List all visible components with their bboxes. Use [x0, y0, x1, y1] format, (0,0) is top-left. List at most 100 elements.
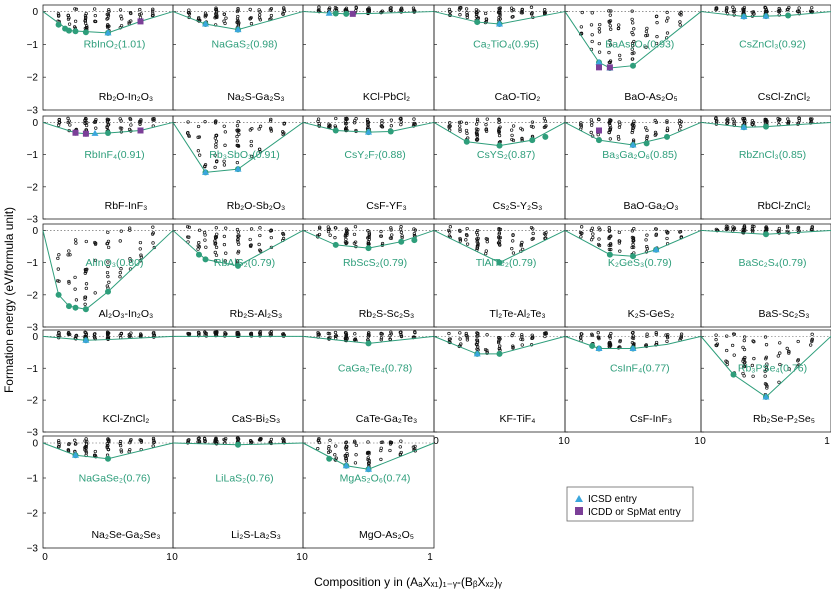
candidate-point — [93, 449, 97, 454]
candidate-point — [399, 224, 403, 229]
candidate-point — [786, 7, 790, 11]
candidate-point — [83, 295, 88, 299]
convex-hull-line — [42, 335, 174, 341]
candidate-point — [644, 34, 648, 38]
candidate-point — [590, 33, 594, 37]
candidate-point — [519, 244, 523, 248]
candidate-point — [354, 117, 358, 121]
candidate-point — [139, 255, 143, 259]
candidate-point — [511, 233, 515, 237]
candidate-point — [74, 334, 78, 338]
candidate-point — [679, 332, 684, 336]
candidate-point — [388, 6, 392, 10]
candidate-point — [777, 13, 781, 17]
candidate-point — [785, 346, 789, 351]
candidate-point — [590, 11, 594, 15]
y-tick-label: −1 — [27, 474, 39, 485]
candidate-point — [74, 441, 78, 446]
candidate-point — [106, 12, 110, 16]
candidate-point — [531, 125, 535, 129]
candidate-point — [258, 226, 262, 230]
candidate-point — [328, 449, 332, 453]
candidate-point — [344, 237, 348, 241]
candidate-point — [269, 235, 273, 240]
candidate-point — [497, 336, 501, 340]
candidate-point — [458, 239, 463, 243]
candidate-point — [107, 8, 111, 12]
compound-label: Rb₃PSe₄(0.76) — [738, 362, 807, 374]
candidate-point — [67, 279, 71, 284]
candidate-point — [630, 30, 634, 35]
convex-hull-line — [172, 122, 304, 173]
compound-label: CsInF₄(0.77) — [610, 362, 670, 374]
candidate-point — [607, 225, 611, 230]
candidate-point — [83, 19, 87, 23]
candidate-point — [458, 337, 462, 341]
candidate-point — [57, 253, 61, 257]
candidate-point — [138, 15, 143, 20]
candidate-point — [655, 21, 659, 25]
candidate-point — [607, 247, 612, 251]
system-label: Rb₂O-In₂O₃ — [99, 91, 153, 103]
convex-hull-line — [700, 121, 831, 128]
stable-point — [542, 133, 549, 140]
candidate-point — [511, 344, 515, 348]
candidate-point — [631, 242, 635, 247]
candidate-point — [56, 445, 61, 449]
candidate-point — [399, 6, 404, 10]
candidate-point — [389, 228, 393, 232]
candidate-point — [654, 331, 658, 335]
candidate-point — [379, 440, 384, 445]
candidate-point — [777, 226, 782, 231]
stable-point — [496, 259, 503, 266]
candidate-point — [282, 122, 286, 126]
candidate-point — [366, 228, 370, 233]
candidate-point — [413, 330, 417, 334]
stable-point — [332, 10, 339, 17]
candidate-point — [520, 343, 524, 347]
candidate-point — [465, 242, 470, 246]
candidate-point — [607, 236, 611, 241]
candidate-point — [93, 119, 98, 123]
candidate-point — [236, 230, 240, 234]
icsd-marker — [740, 123, 748, 130]
stable-point — [235, 262, 241, 269]
convex-hull-line — [433, 335, 566, 355]
candidate-point — [197, 241, 201, 245]
candidate-point — [497, 117, 501, 121]
convex-hull-line — [302, 11, 435, 15]
stable-point — [105, 130, 111, 137]
candidate-point — [511, 15, 515, 19]
candidate-point — [67, 281, 71, 285]
candidate-point — [679, 334, 683, 338]
candidate-point — [379, 124, 383, 128]
panel-bao-as2o5: BaAs₂O₆(0.93) BaO-As₂O₅ — [564, 4, 702, 111]
candidate-point — [248, 128, 252, 132]
candidate-point — [85, 24, 89, 28]
candidate-point — [83, 330, 87, 334]
candidate-point — [317, 7, 321, 12]
candidate-point — [106, 447, 110, 452]
candidate-point — [128, 228, 132, 232]
candidate-point — [367, 461, 371, 465]
candidate-point — [222, 242, 227, 247]
candidate-point — [742, 338, 746, 343]
candidate-point — [543, 7, 547, 12]
candidate-point — [654, 232, 659, 236]
candidate-point — [249, 22, 254, 26]
candidate-point — [579, 123, 583, 127]
candidate-point — [617, 230, 622, 235]
candidate-point — [56, 267, 60, 271]
icsd-marker — [365, 128, 372, 135]
stable-point — [606, 251, 613, 258]
candidate-point — [92, 7, 97, 11]
candidate-point — [106, 331, 110, 335]
y-tick-label: −2 — [27, 509, 39, 520]
panel-na2s-ga2s3: NaGaS₂(0.98) Na₂S-Ga₂S₃ — [172, 4, 304, 111]
candidate-point — [742, 357, 747, 362]
candidate-point — [258, 13, 262, 17]
stable-point — [529, 137, 536, 144]
candidate-point — [632, 119, 636, 123]
panel-rb2se-p2se5: Rb₃PSe₄(0.76) Rb₂Se-P₂Se₅ 0 1 — [700, 329, 831, 447]
